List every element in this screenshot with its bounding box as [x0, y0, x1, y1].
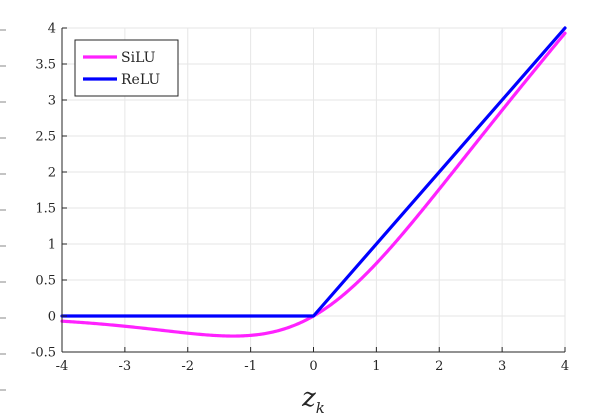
- x-tick-label: -1: [244, 359, 257, 374]
- y-tick-label: 0.5: [35, 274, 56, 289]
- x-axis-label-subscript: k: [316, 399, 325, 417]
- y-tick-label: 2.5: [35, 130, 56, 145]
- x-tick-label: 1: [372, 359, 380, 374]
- legend-box: [74, 39, 179, 97]
- x-tick-label: 3: [498, 359, 506, 374]
- y-tick-label: 2: [48, 166, 56, 181]
- tick-labels: -4 -3 -2 -1 0 1 2 3 4 -0.5 0 0.5 1 1.5 2 2.5 3 3.5 4: [31, 22, 569, 375]
- x-tick-label: -2: [181, 359, 194, 374]
- x-tick-label: 2: [435, 359, 443, 374]
- x-tick-label: -4: [56, 359, 69, 374]
- y-tick-label: 1: [48, 238, 56, 253]
- series-line-relu: [60, 26, 567, 318]
- legend-label-relu: ReLU: [121, 72, 160, 88]
- y-tick-label: -0.5: [31, 346, 56, 361]
- series-layer: [60, 26, 567, 338]
- x-axis-label: zk: [301, 383, 325, 417]
- y-tick-label: 3: [48, 94, 56, 109]
- x-tick-label: -3: [119, 359, 132, 374]
- legend-label-silu: SiLU: [121, 50, 156, 66]
- y-tick-label: 1.5: [35, 202, 56, 217]
- x-axis-label-main: z: [301, 383, 316, 413]
- legend: SiLU ReLU: [74, 39, 179, 97]
- x-tick-label: 4: [561, 359, 569, 374]
- y-tick-label: 3.5: [35, 58, 56, 73]
- y-tick-label: 4: [48, 22, 56, 37]
- x-tick-label: 0: [309, 359, 317, 374]
- y-tick-label: 0: [48, 310, 56, 325]
- left-edge-dashes: [0, 29, 6, 391]
